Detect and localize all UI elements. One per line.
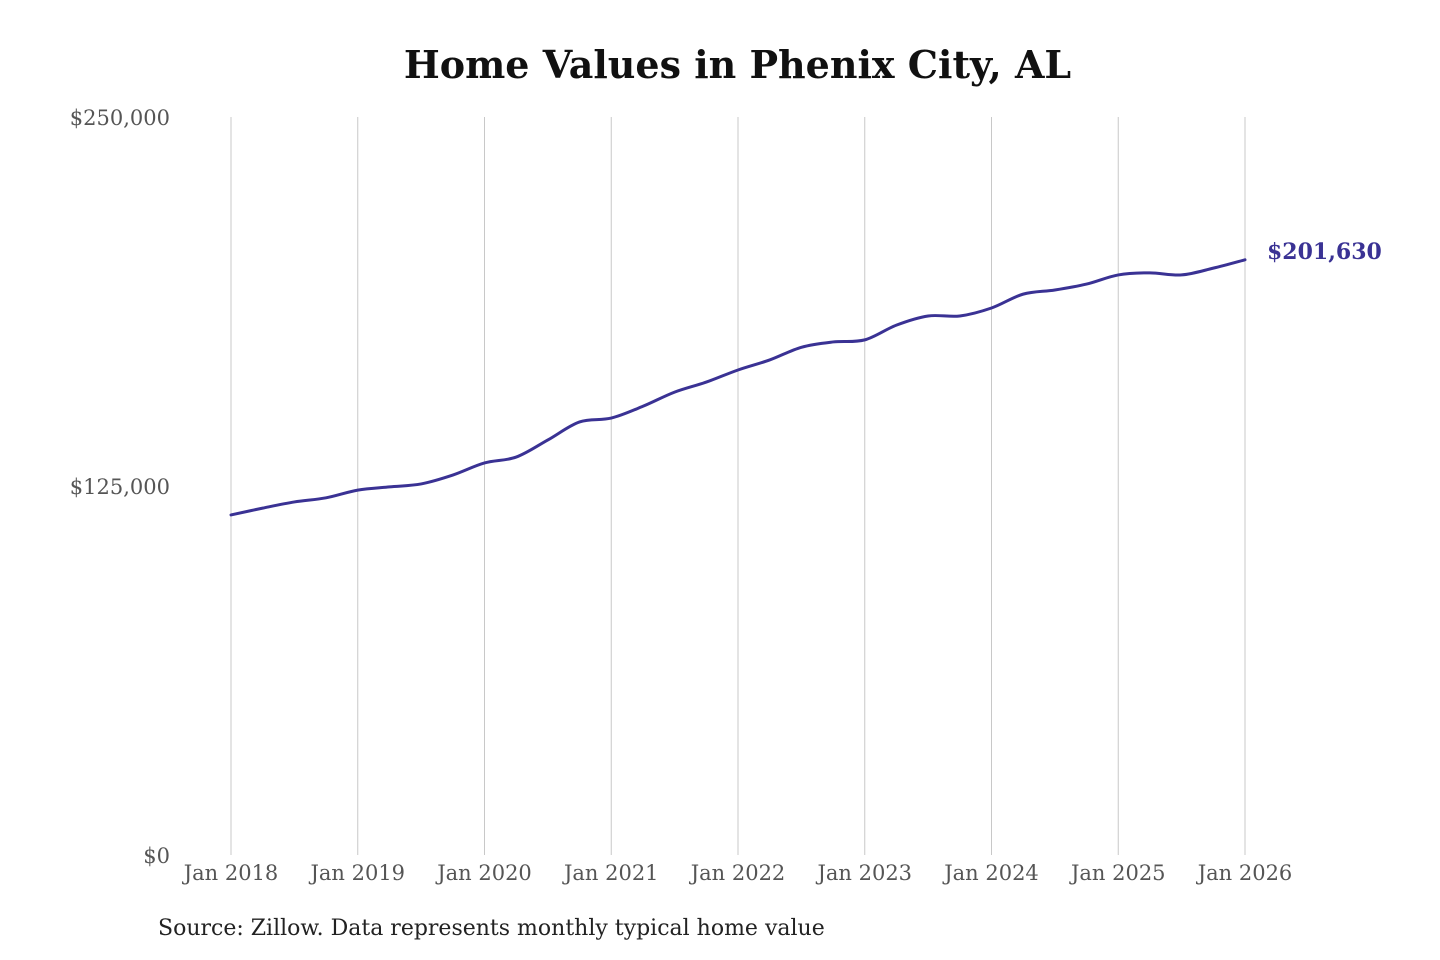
x-tick-label: Jan 2020 [435, 861, 532, 885]
x-tick-label: Jan 2025 [1069, 861, 1166, 885]
x-tick-label: Jan 2019 [308, 861, 405, 885]
x-tick-label: Jan 2022 [689, 861, 786, 885]
x-tick-label: Jan 2021 [562, 861, 659, 885]
y-tick-label: $125,000 [70, 475, 170, 499]
y-tick-label: $0 [143, 844, 170, 868]
series-line [229, 258, 1247, 517]
x-tick-label: Jan 2026 [1196, 861, 1293, 885]
source-note: Source: Zillow. Data represents monthly … [158, 916, 825, 941]
chart-title: Home Values in Phenix City, AL [403, 42, 1072, 87]
end-value-label: $201,630 [1267, 239, 1382, 265]
x-tick-label: Jan 2024 [942, 861, 1039, 885]
x-tick-label: Jan 2018 [182, 861, 279, 885]
y-tick-label: $250,000 [70, 106, 170, 130]
x-tick-label: Jan 2023 [815, 861, 912, 885]
